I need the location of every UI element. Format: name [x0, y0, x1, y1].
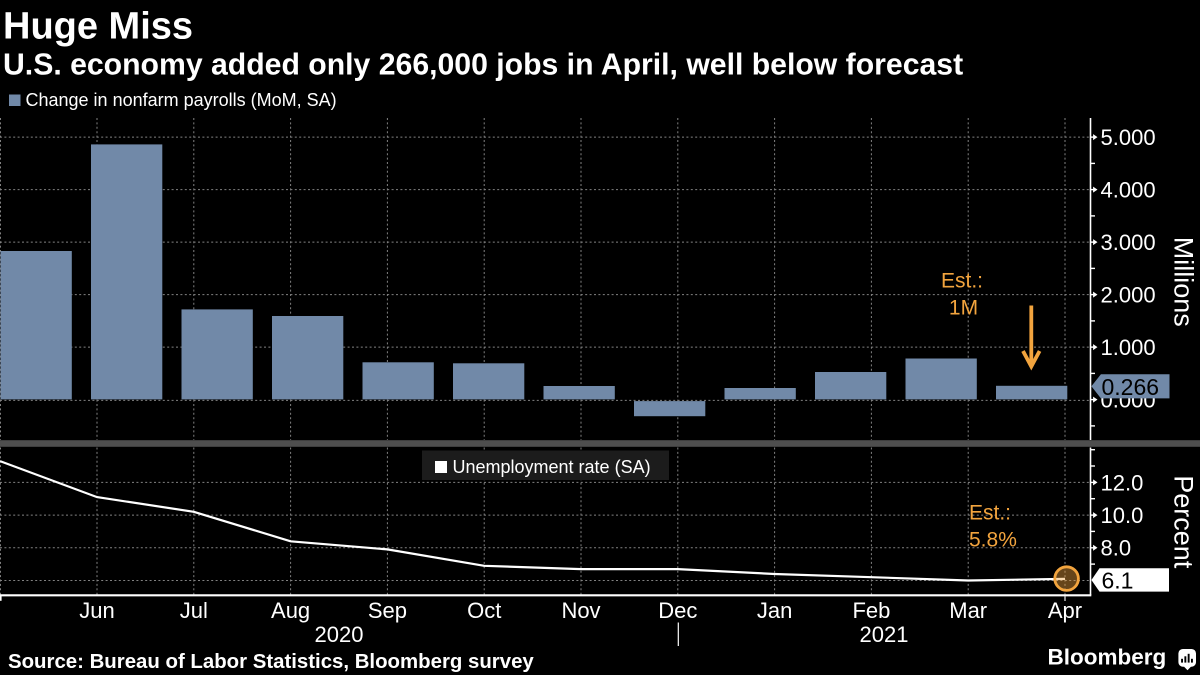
svg-text:Sep: Sep [368, 598, 407, 623]
svg-text:Nov: Nov [561, 598, 600, 623]
svg-text:Apr: Apr [1048, 598, 1082, 623]
svg-text:4.000: 4.000 [1101, 178, 1156, 203]
svg-text:Jul: Jul [180, 598, 208, 623]
svg-text:12.0: 12.0 [1101, 470, 1144, 495]
svg-text:Feb: Feb [852, 598, 890, 623]
svg-text:1.000: 1.000 [1101, 335, 1156, 360]
svg-text:Millions: Millions [1169, 237, 1199, 327]
svg-text:2021: 2021 [860, 622, 909, 647]
svg-text:2020: 2020 [315, 622, 364, 647]
svg-text:Source: Bureau of Labor Statis: Source: Bureau of Labor Statistics, Bloo… [8, 651, 534, 673]
svg-text:Est.:: Est.: [941, 270, 983, 293]
svg-text:Mar: Mar [949, 598, 987, 623]
svg-text:3.000: 3.000 [1101, 230, 1156, 255]
svg-text:5.8%: 5.8% [969, 529, 1017, 552]
svg-text:0.266: 0.266 [1102, 374, 1160, 400]
svg-text:1M: 1M [949, 297, 978, 320]
svg-text:5.000: 5.000 [1101, 125, 1156, 150]
svg-text:8.0: 8.0 [1101, 536, 1132, 561]
svg-text:Dec: Dec [658, 598, 697, 623]
svg-text:Change in nonfarm payrolls (Mo: Change in nonfarm payrolls (MoM, SA) [26, 90, 337, 110]
svg-text:Jan: Jan [757, 598, 792, 623]
svg-text:6.1: 6.1 [1102, 567, 1134, 593]
svg-text:Unemployment rate (SA): Unemployment rate (SA) [453, 457, 651, 477]
svg-text:Percent: Percent [1169, 475, 1199, 569]
svg-text:U.S. economy added only 266,00: U.S. economy added only 266,000 jobs in … [3, 49, 963, 82]
svg-text:Jun: Jun [79, 598, 114, 623]
svg-text:Oct: Oct [467, 598, 501, 623]
svg-text:Bloomberg: Bloomberg [1048, 645, 1167, 670]
svg-text:10.0: 10.0 [1101, 503, 1144, 528]
svg-text:Aug: Aug [271, 598, 310, 623]
svg-text:Est.:: Est.: [969, 501, 1011, 524]
svg-text:Huge Miss: Huge Miss [3, 6, 193, 48]
svg-text:2.000: 2.000 [1101, 283, 1156, 308]
